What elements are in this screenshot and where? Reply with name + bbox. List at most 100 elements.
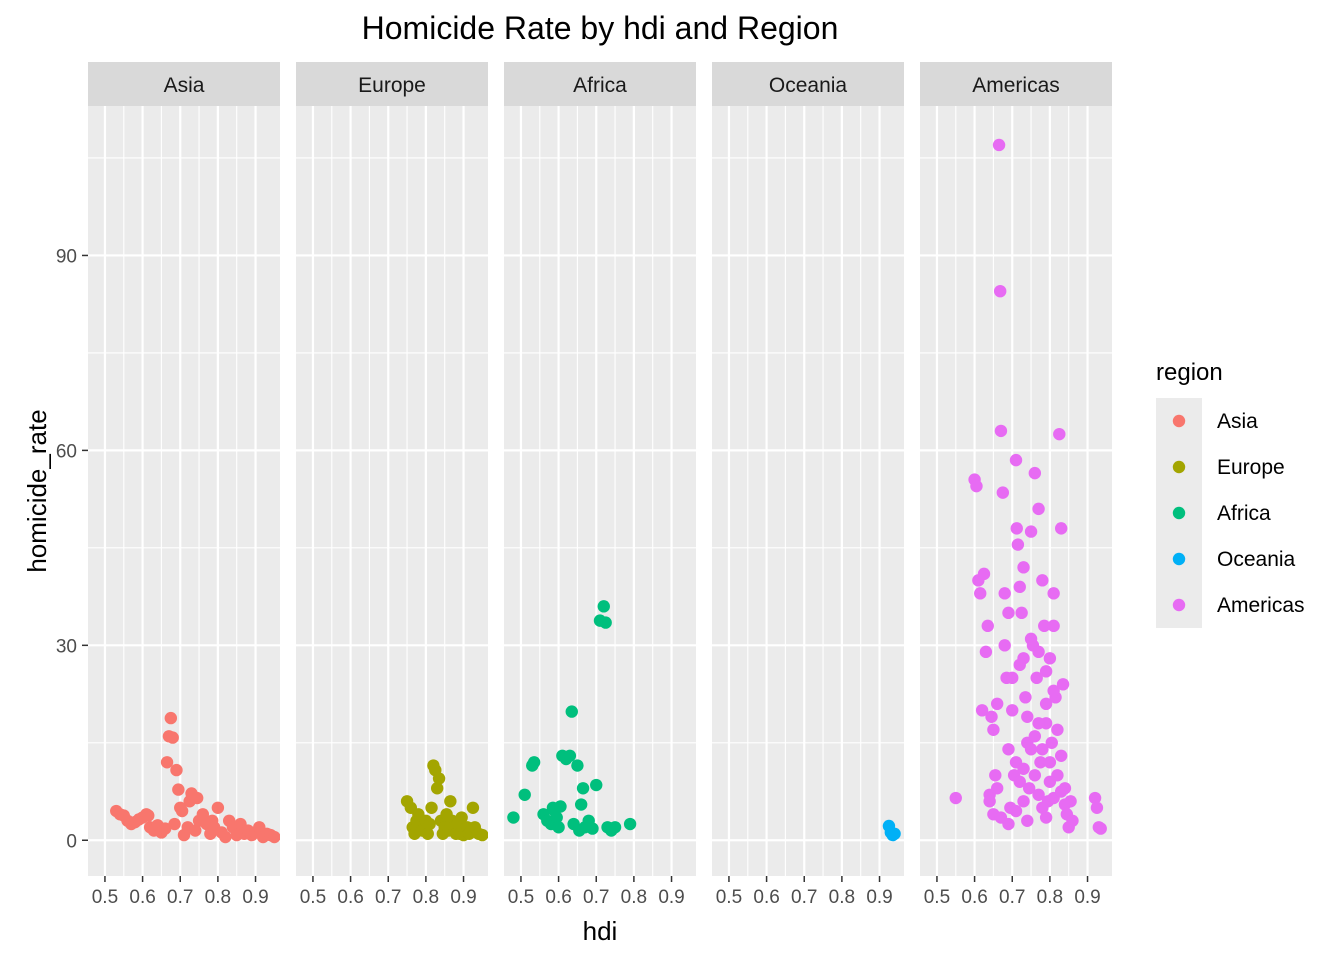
legend-label: Asia (1217, 410, 1258, 433)
chart-title: Homicide Rate by hdi and Region (362, 10, 839, 46)
data-point (979, 645, 993, 659)
x-axis-europe: 0.5 0.6 0.7 0.8 0.9 (300, 876, 477, 908)
x-axis-asia: 0.5 0.6 0.7 0.8 0.9 (92, 876, 269, 908)
data-point (1022, 782, 1036, 795)
x-tick-label: 0.9 (1074, 887, 1100, 908)
x-tick-label: 0.9 (658, 887, 684, 908)
data-point (1039, 811, 1053, 824)
data-point (1043, 652, 1057, 665)
data-point (527, 756, 541, 769)
gridlines (504, 106, 696, 876)
points-europe (400, 759, 488, 842)
data-point (1058, 798, 1072, 811)
data-point (1051, 723, 1064, 736)
legend-item-asia: Asia (1156, 398, 1258, 444)
data-point (1038, 619, 1051, 633)
facet-strip-americas (920, 62, 1112, 106)
x-tick-label: 0.8 (829, 887, 855, 908)
data-point (158, 822, 172, 835)
x-tick-label: 0.7 (167, 887, 193, 908)
data-point (1013, 580, 1026, 594)
data-point (1053, 427, 1066, 441)
data-point (993, 284, 1007, 298)
facet-strip-africa (504, 62, 696, 106)
data-point (190, 791, 204, 805)
facet-strip-label-oceania: Oceania (769, 74, 848, 97)
data-point (1030, 671, 1043, 685)
data-point (1032, 717, 1045, 730)
data-point (1006, 704, 1019, 717)
legend-swatch (1172, 414, 1186, 428)
x-tick-label: 0.8 (1037, 887, 1063, 908)
data-point (168, 817, 181, 831)
data-point (160, 756, 174, 769)
facet-panel-americas: Americas 0.5 0.6 0.7 0.8 0.9 (920, 62, 1112, 908)
data-point (1047, 587, 1060, 600)
data-point (444, 795, 457, 808)
data-point (1056, 678, 1070, 691)
data-point (989, 769, 1002, 782)
data-point (1006, 671, 1019, 685)
x-tick-label: 0.8 (621, 887, 647, 908)
data-point (977, 567, 991, 581)
data-point (142, 809, 155, 822)
data-point (590, 778, 603, 792)
legend: region Asia Europe Africa Oceania Americas (1156, 359, 1305, 628)
data-point (994, 424, 1008, 438)
data-point (196, 808, 210, 821)
x-tick-label: 0.7 (791, 887, 817, 908)
data-point (1011, 538, 1025, 551)
data-point (1024, 632, 1038, 646)
legend-item-africa: Africa (1156, 490, 1271, 536)
legend-swatch (1172, 506, 1186, 520)
x-tick-label: 0.6 (337, 887, 363, 908)
data-point (455, 811, 468, 824)
data-point (425, 801, 438, 814)
y-axis-title: homicide_rate (22, 409, 52, 572)
data-point (975, 704, 989, 717)
facet-strip-label-americas: Americas (972, 74, 1060, 97)
legend-label: Europe (1217, 456, 1285, 479)
gridlines (88, 106, 280, 876)
points-africa (507, 600, 637, 837)
points-americas (949, 138, 1107, 835)
data-point (949, 791, 962, 805)
data-point (170, 763, 183, 777)
data-point (586, 822, 599, 835)
facet-strip-europe (296, 62, 488, 106)
data-point (1013, 658, 1026, 672)
data-point (974, 587, 987, 600)
data-point (1017, 561, 1030, 574)
data-point (970, 479, 983, 493)
data-point (998, 587, 1011, 600)
legend-item-europe: Europe (1156, 444, 1285, 490)
data-point (1043, 775, 1057, 788)
data-point (1032, 645, 1045, 659)
data-point (554, 800, 567, 813)
data-point (1028, 769, 1042, 782)
data-point (1036, 801, 1049, 814)
x-tick-label: 0.5 (300, 887, 326, 908)
y-tick-label: 30 (56, 636, 77, 657)
data-point (1002, 743, 1015, 756)
data-point (1028, 466, 1042, 480)
data-point (552, 821, 565, 834)
panel-background (88, 106, 280, 876)
data-point (985, 710, 998, 724)
gridlines (712, 106, 904, 876)
legend-label: Africa (1217, 502, 1271, 525)
data-point (268, 830, 280, 844)
y-tick-label: 0 (66, 831, 77, 852)
data-point (981, 619, 994, 633)
data-point (507, 811, 520, 824)
data-point (992, 138, 1006, 152)
y-tick-label: 90 (56, 246, 77, 267)
data-point (1021, 710, 1034, 724)
x-tick-label: 0.8 (205, 887, 231, 908)
data-point (1032, 502, 1045, 516)
data-point (1024, 743, 1038, 756)
data-point (423, 817, 436, 831)
data-point (466, 801, 480, 814)
legend-swatch (1172, 460, 1186, 474)
